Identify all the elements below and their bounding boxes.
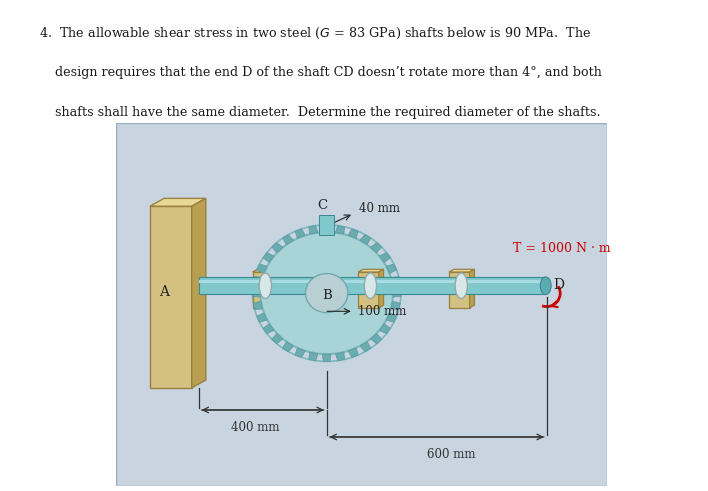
Polygon shape (370, 333, 382, 344)
Text: shafts shall have the same diameter.  Determine the required diameter of the sha: shafts shall have the same diameter. Det… (39, 106, 600, 119)
Polygon shape (257, 264, 267, 273)
Polygon shape (282, 342, 294, 352)
Text: 4.  The allowable shear stress in two steel ($G$ = 83 GPa) shafts below is 90 MP: 4. The allowable shear stress in two ste… (39, 26, 591, 41)
Polygon shape (272, 333, 283, 344)
Polygon shape (387, 313, 396, 322)
Polygon shape (257, 313, 267, 322)
Polygon shape (263, 324, 274, 334)
Polygon shape (253, 289, 261, 297)
Text: D: D (554, 278, 564, 292)
Ellipse shape (540, 277, 551, 295)
Bar (324, 277, 543, 294)
Polygon shape (379, 270, 384, 308)
Polygon shape (469, 270, 474, 308)
Polygon shape (309, 352, 318, 361)
Polygon shape (379, 252, 390, 263)
Polygon shape (391, 301, 400, 309)
Polygon shape (348, 348, 358, 357)
Ellipse shape (259, 273, 271, 299)
Text: 600 mm: 600 mm (427, 448, 476, 461)
Text: A: A (159, 285, 169, 299)
Polygon shape (295, 229, 305, 238)
Text: 40 mm: 40 mm (359, 202, 399, 215)
Polygon shape (449, 272, 469, 308)
Polygon shape (336, 352, 345, 361)
Polygon shape (358, 270, 384, 272)
Polygon shape (370, 243, 382, 253)
Polygon shape (282, 235, 294, 245)
Polygon shape (192, 198, 206, 388)
Polygon shape (379, 324, 390, 334)
Text: B: B (322, 289, 331, 302)
Text: T = 1000 N · m: T = 1000 N · m (513, 243, 611, 255)
Text: design requires that the end D of the shaft CD doesn’t rotate more than 4°, and : design requires that the end D of the sh… (39, 66, 602, 79)
Polygon shape (150, 206, 192, 388)
Polygon shape (393, 289, 401, 297)
Polygon shape (253, 301, 263, 309)
Polygon shape (348, 229, 358, 238)
Polygon shape (263, 252, 274, 263)
Bar (319, 215, 334, 235)
Polygon shape (391, 277, 400, 285)
Ellipse shape (365, 273, 377, 299)
Polygon shape (387, 264, 396, 273)
Polygon shape (253, 277, 263, 285)
Polygon shape (253, 272, 273, 308)
Bar (199, 277, 326, 294)
Polygon shape (322, 225, 331, 232)
Polygon shape (309, 225, 318, 234)
Bar (199, 280, 326, 283)
Ellipse shape (261, 232, 393, 354)
Ellipse shape (455, 273, 467, 299)
Text: 100 mm: 100 mm (358, 305, 406, 318)
Polygon shape (336, 225, 345, 234)
Polygon shape (360, 342, 371, 352)
Polygon shape (449, 270, 474, 272)
Polygon shape (273, 270, 278, 308)
Text: 400 mm: 400 mm (231, 421, 280, 434)
Polygon shape (295, 348, 305, 357)
Polygon shape (360, 235, 371, 245)
Polygon shape (358, 272, 379, 308)
Ellipse shape (305, 273, 348, 313)
Bar (324, 280, 543, 283)
Polygon shape (150, 198, 206, 206)
Polygon shape (322, 354, 331, 361)
Polygon shape (272, 243, 283, 253)
Polygon shape (253, 270, 278, 272)
Text: C: C (318, 199, 328, 212)
